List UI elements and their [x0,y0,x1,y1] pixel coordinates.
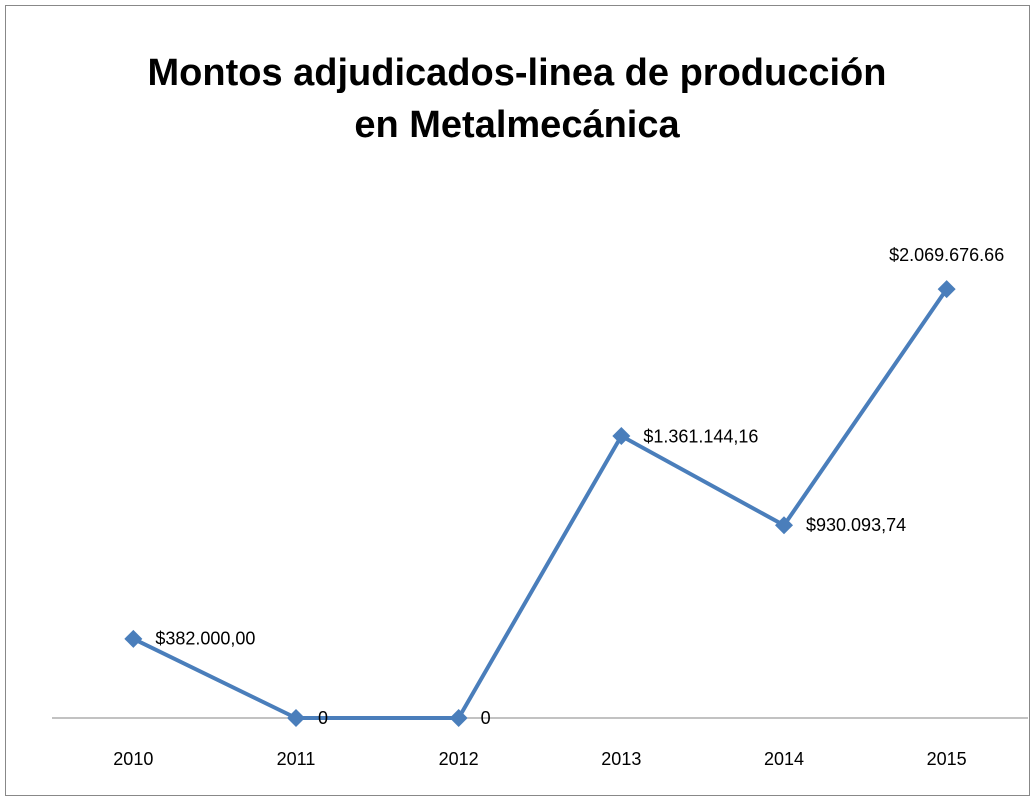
data-label: $930.093,74 [806,515,906,535]
data-label: 0 [318,708,328,728]
x-tick-label: 2014 [764,749,804,769]
data-label: $2.069.676.66 [889,245,1004,265]
data-label: $382.000,00 [155,629,255,649]
chart-frame [5,5,1030,796]
data-point [612,426,631,445]
data-point [449,709,468,727]
data-point [937,280,956,299]
data-label: 0 [481,708,491,728]
data-point [775,516,793,535]
chart-title: en Metalmecánica [354,104,680,146]
x-tick-label: 2011 [277,749,316,769]
data-line [132,288,949,720]
x-tick-label: 2013 [601,749,641,769]
x-tick-label: 2010 [113,749,153,769]
x-tick-label: 2012 [439,749,479,769]
data-point [124,629,143,648]
x-tick-label: 2015 [927,749,967,769]
chart-title: Montos adjudicados-linea de producción [148,52,887,94]
data-label: $1.361.144,16 [643,427,758,447]
data-point [287,709,305,727]
